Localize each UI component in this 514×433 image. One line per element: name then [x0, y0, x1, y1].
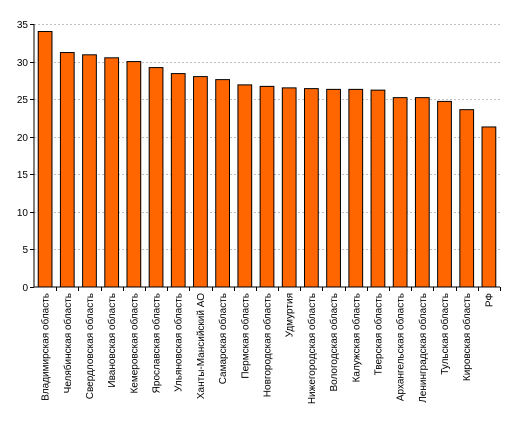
bar [326, 88, 341, 288]
bar [104, 57, 120, 288]
bar [82, 54, 97, 288]
x-tick-label: Самарская область [217, 293, 229, 384]
x-tick-label: РФ [484, 293, 495, 308]
x-tick-label: Владимирская область [40, 293, 52, 401]
x-tick-label: Кемеровская область [128, 293, 140, 394]
x-tick-label: Нижегородская область [306, 293, 318, 404]
x-tick-label: Ленинградская область [417, 293, 429, 403]
x-tick-label: Пермская область [239, 293, 251, 379]
bar [193, 76, 208, 288]
bar [370, 89, 386, 288]
y-tick-label: 10 [17, 208, 29, 219]
bar [215, 79, 231, 288]
y-tick-label: 35 [17, 20, 29, 31]
bar [481, 126, 497, 288]
y-tick-label: 25 [17, 95, 29, 106]
x-tick-label: Новгородская область [262, 293, 274, 397]
x-tick-label: Тверская область [372, 293, 384, 375]
bar [392, 97, 408, 288]
x-tick-label: Архангельская область [395, 293, 407, 401]
bar [170, 73, 186, 288]
bar [59, 52, 75, 288]
x-tick-label: Ивановская область [106, 293, 118, 388]
bar [348, 88, 364, 288]
x-tick-label: Челябинская область [62, 293, 74, 393]
y-tick-label: 15 [17, 170, 29, 181]
y-tick-label: 0 [22, 283, 28, 294]
x-tick-label: Ханты-Мансийский АО [196, 293, 207, 399]
bar [37, 31, 53, 288]
y-tick-label: 20 [17, 133, 29, 144]
y-tick-label: 5 [22, 245, 28, 256]
bar [126, 61, 142, 288]
bar [437, 100, 452, 288]
bar [259, 85, 275, 288]
x-tick-label: Ярославская область [151, 293, 163, 393]
x-tick-label: Свердловская область [84, 293, 96, 399]
bar [304, 88, 319, 288]
x-tick-label: Кировская область [461, 293, 473, 381]
y-tick-labels: 0 5 10 15 20 25 30 35 [17, 20, 34, 294]
bars [37, 31, 497, 288]
x-tick-label: Вологодская область [328, 293, 340, 392]
bar [459, 109, 475, 288]
bar [148, 67, 164, 288]
axes [33, 24, 500, 288]
x-tick-label: Ульяновская область [173, 293, 185, 392]
bar [237, 84, 253, 288]
x-tick-label: Удмуртия [285, 293, 296, 337]
x-tick-label: Калужская область [350, 293, 362, 382]
bar [414, 97, 430, 288]
bar [281, 87, 297, 288]
x-tick-label: Тульская область [439, 293, 451, 375]
x-tick-labels: Владимирская область Челябинская область С… [40, 287, 501, 404]
y-tick-label: 30 [17, 58, 29, 69]
